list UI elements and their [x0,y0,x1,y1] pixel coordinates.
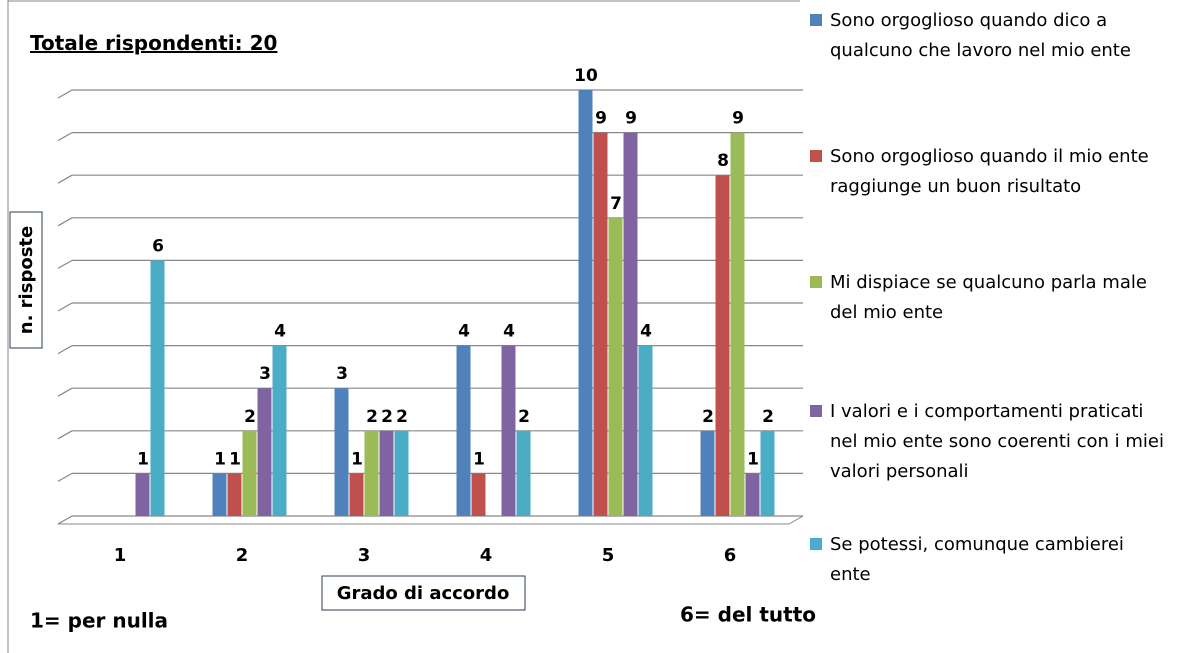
x-tick-label: 5 [602,545,615,566]
legend-swatch [810,150,822,162]
bar [623,132,638,516]
data-label: 6 [152,236,164,256]
legend-entry: I valori e i comportamenti praticati nel… [810,397,1170,487]
data-label: 4 [640,322,652,342]
legend-swatch [810,276,822,288]
data-label: 4 [503,322,515,342]
data-label: 2 [518,407,530,427]
data-label: 10 [574,66,598,86]
legend-label: Sono orgoglioso quando il mio ente raggi… [830,146,1149,197]
x-tick-label: 4 [480,545,493,566]
x-tick-label: 6 [724,545,737,566]
bar [334,388,349,516]
grid-line [57,472,73,482]
bar [760,430,775,516]
bar [578,90,593,516]
floor-edge [788,515,804,525]
bar [364,430,379,516]
legend-swatch [810,405,822,417]
data-label: 2 [762,407,774,427]
annotation: 1= per nulla [30,609,168,633]
y-label-box [9,211,43,349]
data-label: 2 [381,407,393,427]
legend-label: Se potessi, comunque cambierei ente [830,534,1124,585]
grid-line [57,302,73,312]
grid-line [57,217,73,227]
bar [730,132,745,516]
bar [456,345,471,516]
bar [608,217,623,517]
grid-line [57,430,73,440]
bar [638,345,653,516]
grid-line [57,132,73,142]
bar [135,473,150,516]
data-label: 1 [137,449,149,469]
bar [257,388,272,516]
data-label: 1 [747,449,759,469]
grid-line [57,259,73,269]
annotation: 6= del tutto [680,603,816,627]
grid-line [57,345,73,355]
bar [516,430,531,516]
data-label: 1 [229,449,241,469]
data-label: 3 [259,364,271,384]
bar [700,430,715,516]
data-label: 1 [214,449,226,469]
data-label: 7 [610,194,622,214]
grid-line [57,174,73,184]
legend-entry: Mi dispiace se qualcuno parla male del m… [810,268,1170,328]
legend-entry: Sono orgoglioso quando dico a qualcuno c… [810,6,1170,66]
data-label: 2 [244,407,256,427]
data-label: 4 [458,322,470,342]
bar [715,175,730,516]
legend-label: Mi dispiace se qualcuno parla male del m… [830,272,1147,323]
grid-line [57,515,73,525]
grid-line [57,387,73,397]
data-label: 9 [595,109,607,129]
data-label: 1 [473,449,485,469]
x-label-box [321,575,526,611]
bar [379,430,394,516]
bar [394,430,409,516]
bar [227,473,242,516]
data-label: 4 [274,322,286,342]
bar [212,473,227,516]
x-tick-label: 2 [236,545,249,566]
legend-entry: Sono orgoglioso quando il mio ente raggi… [810,142,1170,202]
bar [471,473,486,516]
bar [593,132,608,516]
data-label: 2 [702,407,714,427]
bar [242,430,257,516]
bar [745,473,760,516]
data-label: 9 [625,109,637,129]
data-label: 2 [396,407,408,427]
chart-title: Totale rispondenti: 20 [30,31,277,55]
bar [272,345,287,516]
bar [349,473,364,516]
bar [501,345,516,516]
x-tick-label: 1 [114,545,127,566]
data-label: 3 [336,364,348,384]
grid-line [57,89,73,99]
legend-label: I valori e i comportamenti praticati nel… [830,401,1164,482]
legend-swatch [810,538,822,550]
data-label: 9 [732,109,744,129]
legend-swatch [810,14,822,26]
legend-entry: Se potessi, comunque cambierei ente [810,530,1170,590]
y-axis-label: n. risposte [16,226,37,334]
x-axis-label: Grado di accordo [337,583,510,604]
x-tick-label: 3 [358,545,371,566]
bar [150,260,165,516]
data-label: 2 [366,407,378,427]
data-label: 8 [717,151,729,171]
legend-label: Sono orgoglioso quando dico a qualcuno c… [830,10,1131,61]
data-label: 1 [351,449,363,469]
